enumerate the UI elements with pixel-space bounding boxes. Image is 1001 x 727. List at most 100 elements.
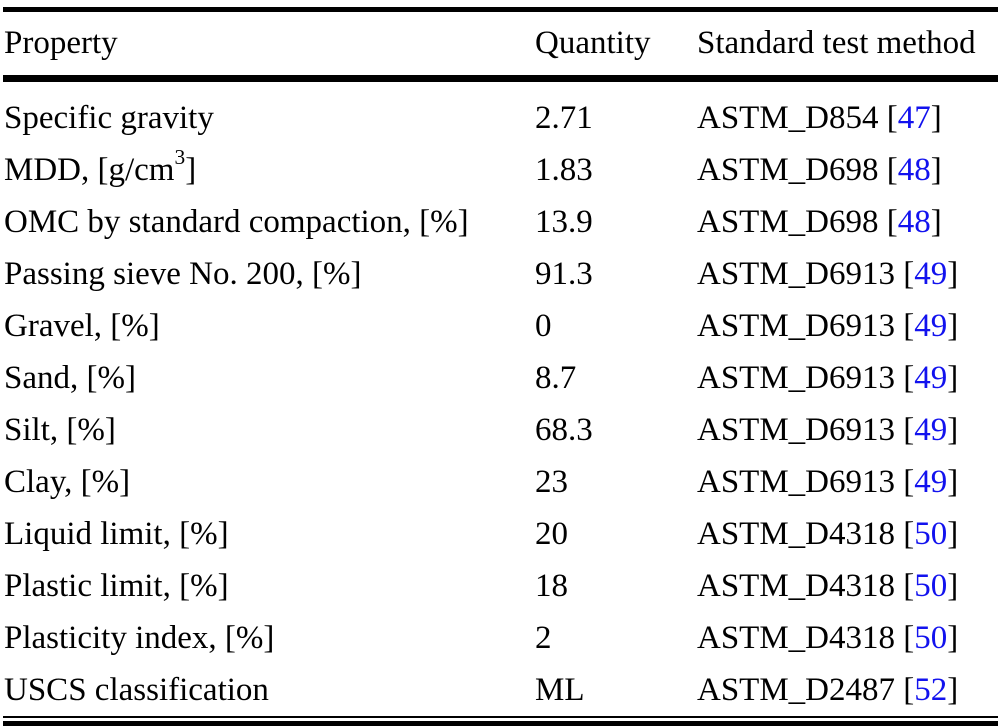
citation-bracket-close: ] <box>947 307 959 344</box>
table-row: Gravel, [%] 0 ASTM_D6913 [49] <box>4 300 997 352</box>
method-cell: ASTM_D4318 [50] <box>697 515 997 552</box>
astm-method-name: ASTM_D4318 [ <box>697 515 915 552</box>
property-text: Clay, [%] <box>4 463 131 500</box>
citation-bracket-close: ] <box>947 463 959 500</box>
astm-method-name: ASTM_D2487 [ <box>697 671 915 708</box>
property-text: Silt, [%] <box>4 411 116 448</box>
quantity-cell: 8.7 <box>535 359 577 396</box>
method-cell: ASTM_D4318 [50] <box>697 619 997 656</box>
table-header-rule <box>3 75 998 82</box>
property-cell: USCS classification <box>4 673 535 707</box>
quantity-cell: 13.9 <box>535 203 593 240</box>
astm-method-name: ASTM_D6913 [ <box>697 307 915 344</box>
property-cell: Specific gravity <box>4 99 535 136</box>
table-row: Liquid limit, [%] 20 ASTM_D4318 [50] <box>4 508 997 560</box>
property-cell: Clay, [%] <box>4 463 535 500</box>
property-superscript: 3 <box>174 145 186 170</box>
property-cell: Liquid limit, [%] <box>4 515 535 552</box>
column-header-quantity: Quantity <box>535 25 651 61</box>
astm-method-name: ASTM_D6913 [ <box>697 359 915 396</box>
astm-method-name: ASTM_D6913 [ <box>697 411 915 448</box>
quantity-cell: 2.71 <box>535 99 593 136</box>
property-cell: Silt, [%] <box>4 411 535 448</box>
table-row: Clay, [%] 23 ASTM_D6913 [49] <box>4 456 997 508</box>
citation-link[interactable]: 48 <box>897 203 931 240</box>
property-text: Plastic limit, [%] <box>4 567 229 604</box>
citation-link[interactable]: 49 <box>914 463 948 500</box>
citation-link[interactable]: 48 <box>897 151 931 188</box>
astm-method-name: ASTM_D698 [ <box>697 151 898 188</box>
table-body: Specific gravity 2.71 ASTM_D854 [47] MDD, [… <box>4 82 997 716</box>
citation-link[interactable]: 49 <box>914 359 948 396</box>
property-text: MDD, [g/cm <box>4 151 175 188</box>
method-cell: ASTM_D6913 [49] <box>697 463 997 500</box>
property-cell: OMC by standard compaction, [%] <box>4 203 535 240</box>
quantity-cell: 23 <box>535 463 568 500</box>
quantity-cell: 20 <box>535 515 568 552</box>
astm-method-name: ASTM_D4318 [ <box>697 619 915 656</box>
citation-bracket-close: ] <box>947 515 959 552</box>
property-cell: Sand, [%] <box>4 359 535 396</box>
table-row: Sand, [%] 8.7 ASTM_D6913 [49] <box>4 352 997 404</box>
quantity-cell: 18 <box>535 567 568 604</box>
table-row: Passing sieve No. 200, [%] 91.3 ASTM_D6913… <box>4 248 997 300</box>
table-header-row: Property Quantity Standard test method <box>4 12 997 75</box>
property-cell: Plasticity index, [%] <box>4 619 535 656</box>
citation-link[interactable]: 50 <box>914 567 948 604</box>
citation-bracket-close: ] <box>947 619 959 656</box>
citation-link[interactable]: 49 <box>914 411 948 448</box>
table-row: OMC by standard compaction, [%] 13.9 ASTM_… <box>4 196 997 248</box>
citation-link[interactable]: 50 <box>914 515 948 552</box>
property-cell: Passing sieve No. 200, [%] <box>4 255 535 292</box>
property-cell: Plastic limit, [%] <box>4 567 535 604</box>
citation-link[interactable]: 49 <box>914 307 948 344</box>
property-text: Passing sieve No. 200, [%] <box>4 255 362 292</box>
citation-bracket-close: ] <box>930 151 942 188</box>
column-header-property: Property <box>4 25 118 61</box>
citation-link[interactable]: 52 <box>914 671 948 708</box>
astm-method-name: ASTM_D6913 [ <box>697 255 915 292</box>
astm-method-name: ASTM_D698 [ <box>697 203 898 240</box>
quantity-cell: 0 <box>535 307 552 344</box>
citation-link[interactable]: 47 <box>897 99 931 136</box>
method-cell: ASTM_D698 [48] <box>697 203 997 240</box>
quantity-cell: ML <box>535 671 585 708</box>
table-row: USCS classification ML ASTM_D2487 [52] <box>4 664 997 716</box>
method-cell: ASTM_D6913 [49] <box>697 359 997 396</box>
column-header-method: Standard test method <box>697 25 976 61</box>
citation-bracket-close: ] <box>947 359 959 396</box>
quantity-cell: 1.83 <box>535 151 593 188</box>
table-row: Plasticity index, [%] 2 ASTM_D4318 [50] <box>4 612 997 664</box>
astm-method-name: ASTM_D4318 [ <box>697 567 915 604</box>
table-row: Plastic limit, [%] 18 ASTM_D4318 [50] <box>4 560 997 612</box>
table-bottom-rule <box>3 721 998 726</box>
property-text: Sand, [%] <box>4 359 136 396</box>
astm-method-name: ASTM_D854 [ <box>697 99 898 136</box>
citation-link[interactable]: 49 <box>914 255 948 292</box>
citation-link[interactable]: 50 <box>914 619 948 656</box>
table-row: MDD, [g/cm3] 1.83 ASTM_D698 [48] <box>4 144 997 196</box>
citation-bracket-close: ] <box>930 203 942 240</box>
method-cell: ASTM_D854 [47] <box>697 99 997 136</box>
method-cell: ASTM_D698 [48] <box>697 151 997 188</box>
property-cell: Gravel, [%] <box>4 309 535 343</box>
method-cell: ASTM_D6913 [49] <box>697 411 997 448</box>
property-text: ] <box>185 151 197 188</box>
table-top-rule <box>3 7 998 12</box>
property-text: OMC by standard compaction, [%] <box>4 203 469 240</box>
property-cell: MDD, [g/cm3] <box>4 147 535 188</box>
citation-bracket-close: ] <box>947 567 959 604</box>
method-cell: ASTM_D6913 [49] <box>697 307 997 344</box>
property-text: Liquid limit, [%] <box>4 515 229 552</box>
quantity-cell: 68.3 <box>535 411 593 448</box>
table-bottom-thin-rule <box>3 716 998 718</box>
property-text: Specific gravity <box>4 99 214 136</box>
astm-method-name: ASTM_D6913 [ <box>697 463 915 500</box>
table-row: Silt, [%] 68.3 ASTM_D6913 [49] <box>4 404 997 456</box>
citation-bracket-close: ] <box>947 671 959 708</box>
property-text: Plasticity index, [%] <box>4 619 275 656</box>
method-cell: ASTM_D2487 [52] <box>697 671 997 708</box>
method-cell: ASTM_D4318 [50] <box>697 567 997 604</box>
method-cell: ASTM_D6913 [49] <box>697 255 997 292</box>
